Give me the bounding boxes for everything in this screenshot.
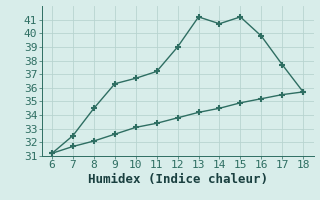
- X-axis label: Humidex (Indice chaleur): Humidex (Indice chaleur): [88, 173, 268, 186]
